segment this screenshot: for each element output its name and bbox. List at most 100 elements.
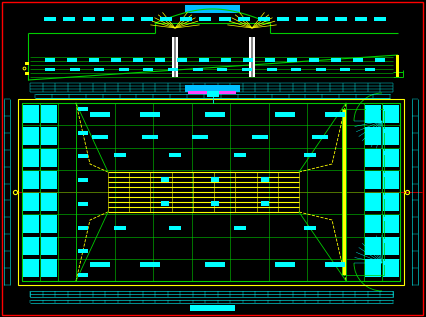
Bar: [168, 68, 178, 71]
Bar: [83, 17, 95, 21]
Bar: [78, 107, 88, 111]
Bar: [396, 55, 399, 77]
Bar: [24, 151, 38, 155]
Bar: [365, 105, 381, 123]
Bar: [366, 107, 380, 111]
Bar: [24, 239, 38, 243]
Bar: [258, 17, 270, 21]
Bar: [234, 153, 246, 157]
Bar: [24, 195, 38, 199]
Bar: [42, 173, 56, 177]
Bar: [78, 249, 88, 253]
Bar: [89, 58, 99, 62]
Bar: [205, 262, 225, 267]
Bar: [383, 171, 399, 189]
Bar: [383, 259, 399, 277]
Bar: [287, 58, 297, 62]
Bar: [366, 217, 380, 221]
Bar: [140, 112, 160, 117]
Bar: [142, 135, 158, 139]
Bar: [41, 193, 57, 211]
Bar: [92, 135, 108, 139]
Bar: [41, 127, 57, 145]
Bar: [78, 202, 88, 206]
Bar: [365, 215, 381, 233]
Bar: [374, 17, 386, 21]
Bar: [342, 109, 384, 275]
Bar: [42, 261, 56, 265]
Bar: [169, 153, 181, 157]
Bar: [23, 237, 39, 255]
Bar: [365, 193, 381, 211]
Bar: [161, 17, 173, 21]
Bar: [252, 135, 268, 139]
Bar: [353, 58, 363, 62]
Bar: [67, 58, 77, 62]
Bar: [90, 112, 110, 117]
Bar: [23, 127, 39, 145]
Bar: [23, 259, 39, 277]
Bar: [90, 262, 110, 267]
Bar: [366, 195, 380, 199]
Bar: [325, 262, 345, 267]
Bar: [155, 58, 165, 62]
Bar: [384, 151, 398, 155]
Bar: [384, 195, 398, 199]
Bar: [41, 105, 57, 123]
Bar: [316, 17, 328, 21]
Bar: [211, 177, 219, 182]
Bar: [312, 135, 328, 139]
Bar: [365, 259, 381, 277]
Bar: [383, 127, 399, 145]
Bar: [119, 68, 129, 71]
Bar: [140, 262, 160, 267]
Bar: [172, 37, 178, 77]
Bar: [251, 37, 253, 77]
Bar: [275, 112, 295, 117]
Bar: [304, 153, 316, 157]
Bar: [114, 226, 126, 230]
Bar: [41, 215, 57, 233]
Bar: [383, 105, 399, 123]
Bar: [78, 273, 88, 277]
Bar: [365, 237, 381, 255]
Bar: [296, 17, 308, 21]
Bar: [42, 129, 56, 133]
Bar: [383, 215, 399, 233]
Bar: [277, 17, 289, 21]
Bar: [94, 68, 104, 71]
Bar: [275, 262, 295, 267]
Bar: [366, 239, 380, 243]
Bar: [366, 261, 380, 265]
Bar: [42, 195, 56, 199]
Bar: [365, 68, 375, 71]
Bar: [180, 17, 192, 21]
Bar: [22, 103, 400, 281]
Bar: [190, 305, 235, 311]
Bar: [366, 173, 380, 177]
Bar: [199, 58, 209, 62]
Bar: [354, 17, 367, 21]
Bar: [177, 58, 187, 62]
Bar: [42, 217, 56, 221]
Bar: [24, 261, 38, 265]
Bar: [384, 217, 398, 221]
Bar: [133, 58, 143, 62]
Bar: [238, 17, 250, 21]
Bar: [41, 237, 57, 255]
Bar: [366, 151, 380, 155]
Bar: [365, 127, 381, 145]
Bar: [23, 193, 39, 211]
Bar: [211, 201, 219, 206]
Bar: [243, 58, 253, 62]
Bar: [261, 201, 269, 206]
Bar: [234, 226, 246, 230]
Bar: [25, 62, 29, 65]
Bar: [335, 17, 347, 21]
Bar: [78, 154, 88, 158]
Bar: [141, 17, 153, 21]
Bar: [44, 17, 56, 21]
Bar: [25, 72, 29, 75]
Bar: [23, 105, 39, 123]
Bar: [24, 107, 38, 111]
